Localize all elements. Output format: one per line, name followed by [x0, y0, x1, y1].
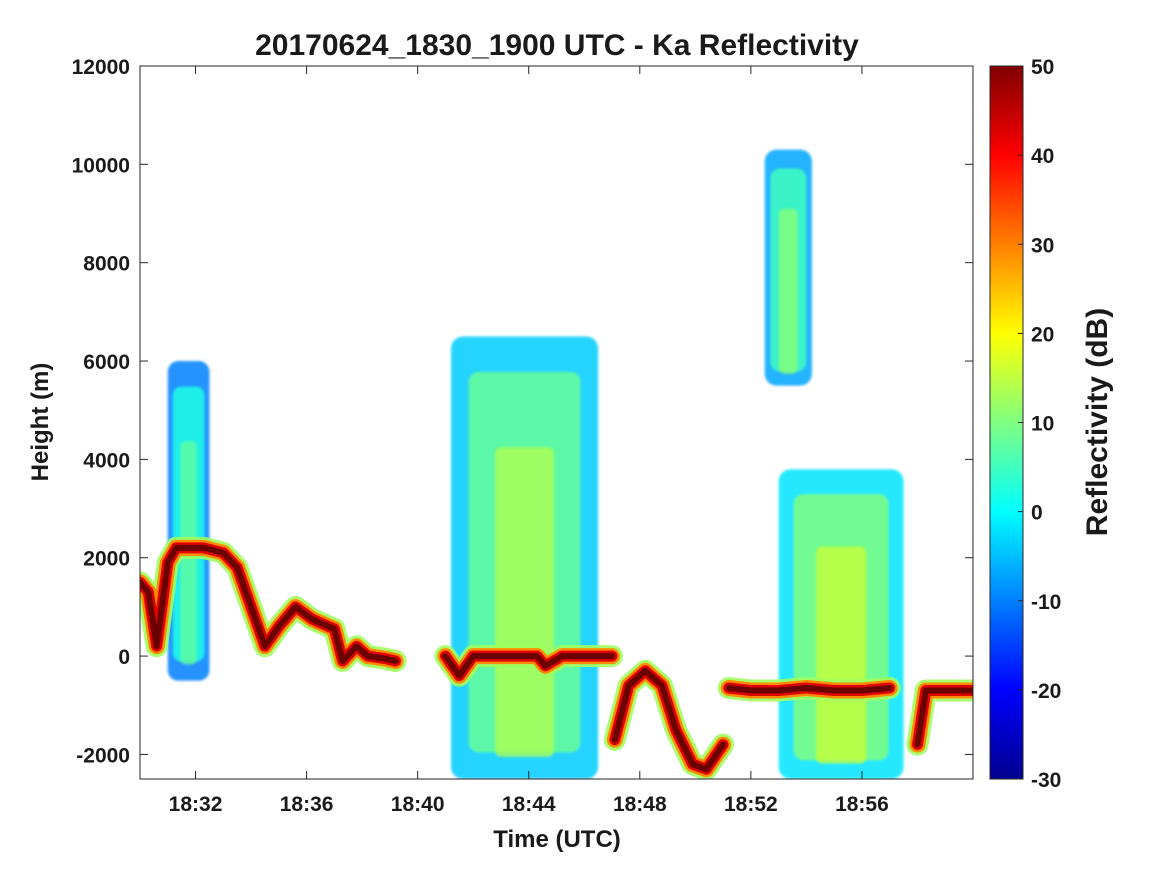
plot-frame [139, 65, 974, 780]
colorbar-tick-label: -10 [1031, 591, 1061, 614]
surface-return-core [914, 687, 973, 748]
colorbar-tick-label: 40 [1031, 145, 1054, 168]
y-tick-label: -2000 [76, 744, 130, 767]
x-tick-label: 18:32 [169, 793, 223, 816]
surface-return [906, 679, 973, 756]
y-tick-label: 0 [118, 646, 130, 669]
surface-return-core [140, 544, 399, 664]
surface-return [717, 677, 901, 702]
surface-return [434, 645, 623, 687]
y-axis: 12000 10000 8000 6000 4000 2000 0 -2000 [72, 56, 973, 767]
colorbar [989, 65, 1024, 780]
cloud-echo-peak [778, 208, 798, 374]
colorbar-tick-label: 30 [1031, 234, 1054, 257]
surface-return [140, 536, 407, 672]
cloud-echo [778, 469, 904, 779]
colorbar-tick-label: -30 [1031, 769, 1061, 792]
x-axis-label: Time (UTC) [493, 826, 621, 853]
x-tick-label: 18:48 [613, 793, 667, 816]
y-tick-label: 12000 [72, 56, 130, 79]
colorbar-tick-label: 0 [1031, 502, 1043, 525]
surface-return-core [611, 667, 727, 773]
colorbar-tick-label: 10 [1031, 413, 1054, 436]
y-tick-label: 10000 [72, 154, 130, 177]
chart-title: 20170624_1830_1900 UTC - Ka Reflectivity [255, 29, 859, 62]
colorbar-label: Reflectivity (dB) [1081, 308, 1114, 536]
y-tick-label: 2000 [83, 548, 130, 571]
x-tick-label: 18:44 [502, 793, 556, 816]
y-tick-label: 6000 [83, 351, 130, 374]
x-tick-label: 18:36 [280, 793, 334, 816]
cloud-echo-peak [495, 447, 555, 757]
colorbar-tick-label: 50 [1031, 56, 1054, 79]
colorbar-tick-label: -20 [1031, 680, 1061, 703]
cloud-echo [450, 336, 599, 779]
colorbar-tick-label: 20 [1031, 323, 1054, 346]
surface-return-core [725, 685, 893, 694]
x-tick-label: 18:52 [724, 793, 778, 816]
x-tick-label: 18:56 [835, 793, 889, 816]
x-tick-label: 18:40 [391, 793, 445, 816]
cloud-echo-peak [816, 546, 867, 764]
y-axis-label: Height (m) [27, 363, 54, 482]
y-tick-label: 8000 [83, 253, 130, 276]
colorbar-axis: 50 40 30 20 10 0 -10 -20 -30 [1018, 56, 1061, 792]
y-tick-label: 4000 [83, 449, 130, 472]
surface-return-core [442, 653, 615, 679]
cloud-echo [764, 149, 812, 386]
x-axis: 18:32 18:36 18:40 18:44 18:48 18:52 18:56 [169, 66, 889, 816]
surface-return [603, 659, 735, 779]
surface-return-layer [140, 536, 973, 779]
cloud-echo [167, 361, 210, 681]
